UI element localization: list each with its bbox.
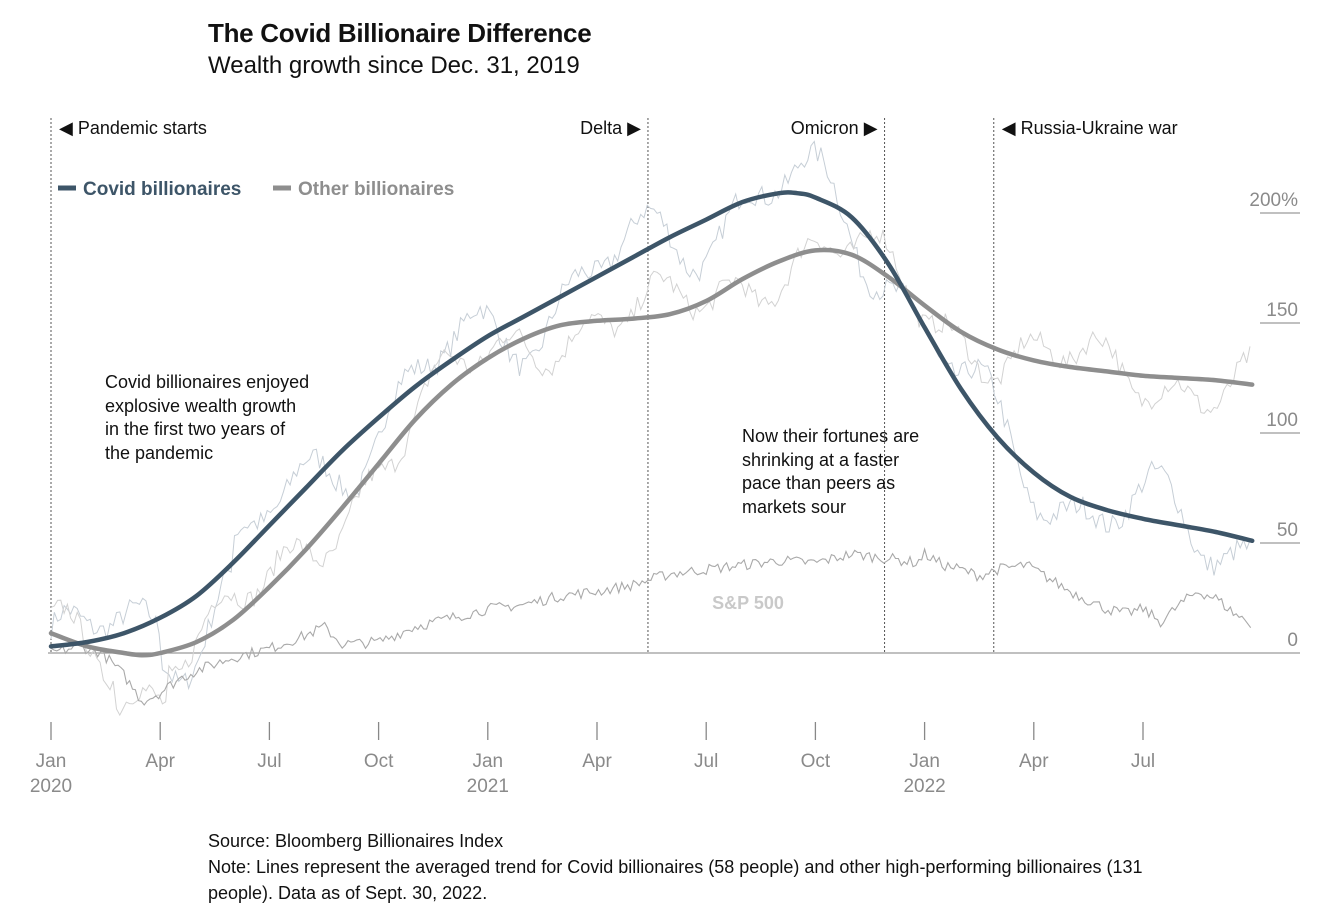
raw-daily-lines: S&P 500	[50, 140, 1252, 717]
series-lines	[48, 190, 1255, 658]
gridlines	[48, 212, 1300, 654]
x-tick-year: 2022	[903, 776, 945, 797]
annotation-line: explosive wealth growth	[105, 395, 297, 416]
x-tick-label: Apr	[582, 751, 612, 772]
y-tick-label: 0	[1287, 630, 1298, 651]
annotation-line: shrinking at a faster	[742, 449, 900, 470]
footnote: Note: Lines represent the averaged trend…	[208, 857, 1143, 903]
x-tick-label: Apr	[145, 751, 175, 772]
annotation-line: Covid billionaires enjoyed	[105, 372, 310, 392]
x-tick-label: Jul	[1131, 751, 1155, 772]
annotation-shrinking: Now their fortunes are shrinking at a fa…	[742, 425, 919, 519]
event-markers: ◀ Pandemic starts Delta ▶ Omicron ▶ ◀ Russi…	[50, 118, 1178, 653]
other-raw-line	[50, 229, 1251, 717]
x-tick-label: Jul	[257, 751, 281, 772]
chart-subtitle: Wealth growth since Dec. 31, 2019	[208, 52, 580, 79]
x-tick-label: Jan	[909, 751, 940, 772]
source-note: Source: Bloomberg Billionaires Index	[208, 831, 504, 851]
event-label: Omicron ▶	[791, 118, 878, 138]
legend[interactable]: Covid billionaires Other billionaires	[58, 179, 454, 200]
annotation-line: markets sour	[742, 496, 847, 517]
x-tick-label: Apr	[1019, 751, 1049, 772]
chart: ◀ Pandemic starts Delta ▶ Omicron ▶ ◀ Russi…	[30, 118, 1300, 797]
y-tick-label: 200%	[1249, 190, 1298, 211]
x-tick-year: 2020	[30, 776, 72, 797]
chart-title: The Covid Billionaire Difference	[208, 18, 592, 48]
event-label: ◀ Russia-Ukraine war	[1002, 118, 1178, 138]
annotation-line: pace than peers as	[742, 473, 896, 493]
legend-label-covid[interactable]: Covid billionaires	[83, 179, 241, 200]
event-label: ◀ Pandemic starts	[59, 118, 207, 138]
annotation-line: in the first two years of	[105, 419, 286, 439]
y-tick-label: 50	[1277, 520, 1298, 541]
sp500-line	[50, 547, 1252, 706]
x-tick-label: Oct	[801, 751, 831, 772]
x-tick-label: Jan	[472, 751, 503, 772]
x-tick-label: Oct	[364, 751, 394, 772]
y-tick-label: 100	[1266, 410, 1298, 431]
x-tick-year: 2021	[467, 776, 509, 797]
x-tick-label: Jul	[694, 751, 718, 772]
event-label: Delta ▶	[580, 118, 641, 138]
covid-raw-line	[50, 140, 1251, 691]
annotation-line: the pandemic	[105, 442, 214, 463]
covid-trend-line	[48, 190, 1255, 649]
annotation-growth: Covid billionaires enjoyed explosive wea…	[105, 371, 309, 465]
y-tick-label: 150	[1266, 300, 1298, 321]
axes: 0 50 100 150 200% Jan 2020 Apr Jul Oct Jan 2021 Apr J…	[30, 190, 1298, 797]
legend-label-other[interactable]: Other billionaires	[298, 179, 454, 200]
annotation-line: Now their fortunes are	[742, 426, 920, 446]
sp500-label: S&P 500	[712, 593, 784, 613]
other-trend-line	[48, 247, 1255, 658]
x-tick-label: Jan	[36, 751, 67, 772]
